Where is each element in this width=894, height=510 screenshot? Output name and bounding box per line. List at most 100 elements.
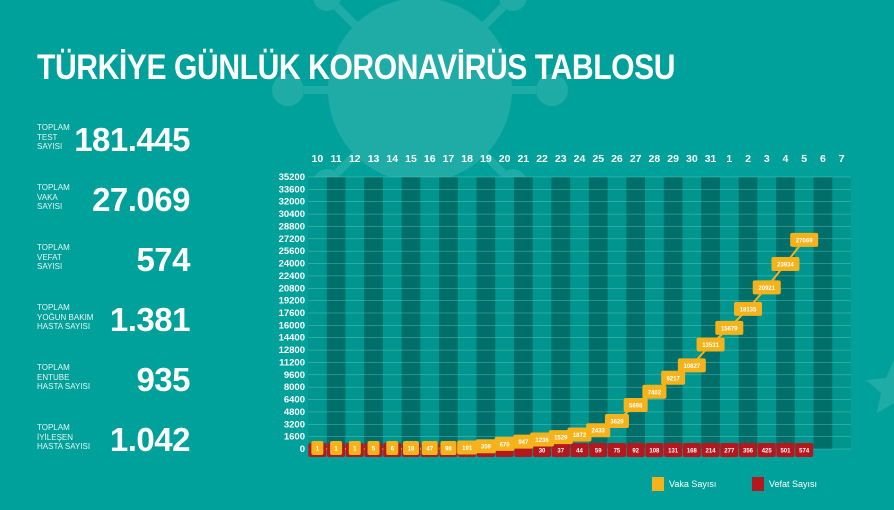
deaths-data-label: 92 xyxy=(632,449,639,455)
deaths-marker xyxy=(626,443,645,457)
y-tick-label: 19200 xyxy=(279,296,305,307)
x-tick-label: 18 xyxy=(461,153,473,165)
stat-total-cases: TOPLAM VAKA SAYISI 27.069 xyxy=(37,183,190,229)
cases-marker xyxy=(642,384,667,399)
cases-data-label: 2433 xyxy=(592,429,606,435)
x-tick-label: 27 xyxy=(630,153,642,165)
legend-cases-swatch xyxy=(652,477,664,491)
y-tick-label: 22400 xyxy=(279,271,305,282)
virus-watermark-icon xyxy=(272,0,568,238)
x-tick-label: 4 xyxy=(783,153,789,165)
stat-total-deaths: TOPLAM VEFAT SAYISI 574 xyxy=(37,243,190,289)
cases-marker xyxy=(586,423,611,438)
cases-data-label: 1529 xyxy=(554,436,568,442)
y-tick-label: 24000 xyxy=(279,259,305,270)
cases-marker xyxy=(715,320,744,335)
cases-data-label: 1 xyxy=(353,447,357,453)
cases-data-label: 7402 xyxy=(648,390,662,396)
x-tick-label: 22 xyxy=(536,153,548,165)
cases-data-label: 5698 xyxy=(629,403,643,409)
x-tick-label: 2 xyxy=(745,153,751,165)
y-tick-label: 0 xyxy=(300,444,305,455)
y-tick-label: 28800 xyxy=(279,221,305,232)
cases-marker xyxy=(548,430,573,445)
cases-marker xyxy=(367,441,380,455)
stat-label: TOPLAM VAKA SAYISI xyxy=(37,183,70,211)
x-tick-label: 1 xyxy=(726,153,732,165)
cases-marker xyxy=(348,441,361,455)
deaths-marker xyxy=(795,443,814,457)
x-tick-label: 16 xyxy=(424,153,436,165)
deaths-marker xyxy=(776,443,795,457)
deaths-marker xyxy=(645,443,664,457)
stat-label: TOPLAM TEST SAYISI xyxy=(37,123,70,151)
cases-data-label: 20921 xyxy=(758,286,775,292)
cases-data-label: 27069 xyxy=(796,238,813,244)
legend-deaths-label: Vefat Sayısı xyxy=(769,479,818,489)
deaths-marker xyxy=(682,443,701,457)
cases-data-label: 9217 xyxy=(666,376,680,382)
cases-data-label: 1 xyxy=(334,447,338,453)
cases-marker xyxy=(421,441,438,455)
deaths-data-label: 59 xyxy=(595,449,602,455)
deaths-marker xyxy=(720,443,739,457)
cases-data-label: 3629 xyxy=(610,419,624,425)
stat-value: 181.445 xyxy=(74,121,190,158)
deaths-marker xyxy=(739,443,758,457)
cases-data-label: 1 xyxy=(316,447,320,453)
stat-value: 1.381 xyxy=(109,301,191,338)
stat-label: TOPLAM VEFAT SAYISI xyxy=(37,243,70,271)
deaths-marker xyxy=(570,443,589,457)
y-tick-label: 17600 xyxy=(279,308,305,319)
cases-data-label: 670 xyxy=(500,442,511,448)
cases-marker xyxy=(604,413,629,428)
cases-data-label: 18 xyxy=(408,447,415,453)
x-tick-label: 10 xyxy=(312,153,324,165)
x-tick-label: 5 xyxy=(801,153,807,165)
cases-data-label: 5 xyxy=(372,447,376,453)
cases-data-label: 98 xyxy=(445,447,452,453)
x-tick-label: 13 xyxy=(368,153,380,165)
cases-marker xyxy=(790,232,819,247)
stat-label: TOPLAM İYİLEŞEN HASTA SAYISI xyxy=(37,423,91,451)
cases-data-label: 359 xyxy=(481,445,492,451)
crescent-star-watermark-icon xyxy=(794,270,894,490)
cases-marker xyxy=(734,301,763,316)
deaths-data-label: 131 xyxy=(668,449,679,455)
x-tick-label: 31 xyxy=(705,153,717,165)
cases-marker xyxy=(530,432,555,447)
stat-total-icu: TOPLAM YOĞUN BAKIM HASTA SAYISI 1.381 xyxy=(37,301,191,349)
legend-cases: Vaka Sayısı xyxy=(652,477,716,493)
cases-marker xyxy=(771,257,800,272)
stat-label: TOPLAM YOĞUN BAKIM HASTA SAYISI xyxy=(37,303,94,331)
deaths-marker xyxy=(533,443,552,457)
page-title: TÜRKİYE GÜNLÜK KORONAVİRÜS TABLOSU xyxy=(37,48,676,87)
y-tick-label: 4800 xyxy=(284,407,305,418)
y-tick-label: 11200 xyxy=(279,357,305,368)
x-tick-label: 7 xyxy=(839,153,845,165)
deaths-data-label: 37 xyxy=(557,449,564,455)
stat-value: 574 xyxy=(136,241,190,278)
stat-label: TOPLAM ENTUBE HASTA SAYISI xyxy=(37,363,91,391)
stat-total-intubated: TOPLAM ENTUBE HASTA SAYISI 935 xyxy=(37,363,190,409)
stat-value: 27.069 xyxy=(92,181,190,218)
x-tick-label: 12 xyxy=(349,153,361,165)
cases-marker xyxy=(330,441,343,455)
x-tick-label: 26 xyxy=(611,153,623,165)
x-tick-label: 20 xyxy=(499,153,511,165)
x-tick-label: 24 xyxy=(574,153,586,165)
x-tick-label: 29 xyxy=(667,153,679,165)
y-tick-label: 35200 xyxy=(279,172,305,183)
deaths-data-label: 168 xyxy=(687,449,698,455)
stat-value: 935 xyxy=(136,361,190,398)
stat-total-tests: TOPLAM TEST SAYISI 181.445 xyxy=(37,123,190,169)
cases-marker xyxy=(513,434,534,449)
deaths-marker xyxy=(664,443,683,457)
cases-data-label: 1236 xyxy=(535,438,549,444)
deaths-marker xyxy=(607,443,626,457)
deaths-marker xyxy=(701,443,720,457)
y-tick-label: 33600 xyxy=(279,184,305,195)
deaths-marker xyxy=(757,443,776,457)
deaths-data-label: 356 xyxy=(743,449,754,455)
cases-marker xyxy=(661,370,686,385)
